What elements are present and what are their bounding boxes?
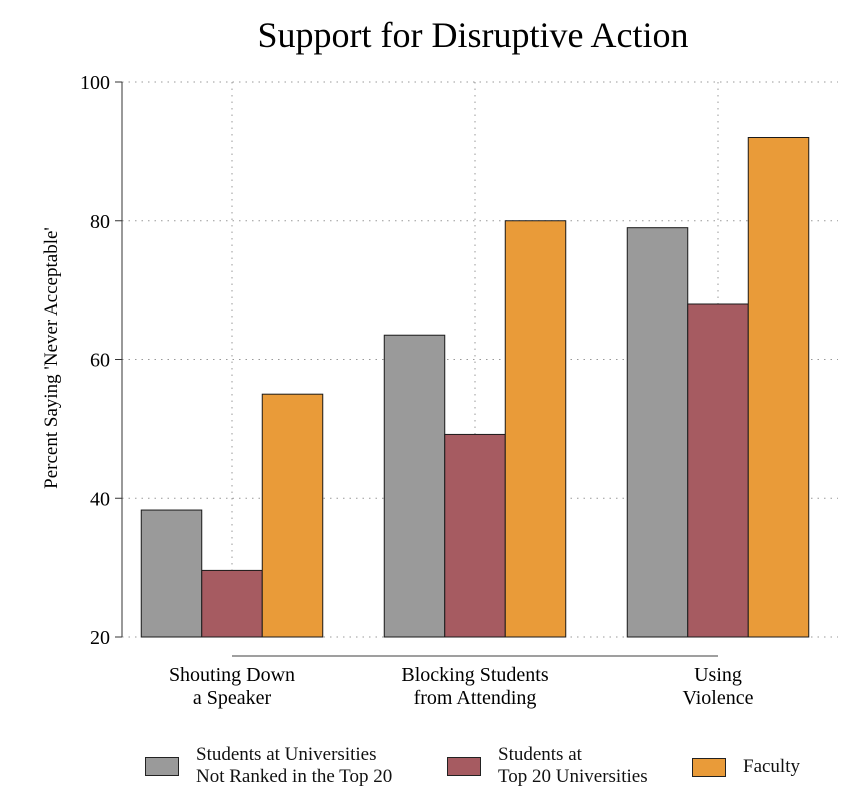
legend-label-top20: Students at Top 20 Universities [498, 744, 648, 787]
x-categories: Shouting Down a Speaker Blocking Students f… [169, 664, 754, 709]
chart-title: Support for Disruptive Action [258, 15, 689, 55]
y-tick-label: 100 [80, 72, 110, 94]
legend-swatch-top20 [447, 756, 481, 776]
bar-2-0 [626, 227, 689, 638]
bar-2-1 [687, 303, 749, 638]
y-tick-label: 40 [90, 488, 110, 510]
bar-2-2 [747, 137, 810, 638]
y-axis-label: Percent Saying 'Never Acceptable' [41, 227, 62, 489]
bars [140, 137, 810, 638]
legend-label-non-top20: Students at Universities Not Ranked in t… [196, 744, 393, 787]
legend-item-non-top20: Students at Universities Not Ranked in t… [145, 744, 392, 788]
bar-1-0 [383, 334, 446, 638]
x-category-label: Blocking Students from Attending [401, 664, 548, 709]
legend-item-top20: Students at Top 20 Universities [447, 744, 648, 788]
y-ticks: 20 40 60 80 100 [80, 72, 122, 649]
legend-swatch-faculty [692, 757, 726, 777]
bar-1-2 [504, 220, 567, 638]
bar-0-0 [140, 509, 203, 638]
x-category-label: Shouting Down a Speaker [169, 664, 295, 709]
legend: Students at Universities Not Ranked in t… [0, 738, 868, 798]
bar-0-2 [261, 393, 324, 638]
bar-chart: 20 40 60 80 100 Shouting Down a Speaker Blocki… [41, 15, 838, 709]
legend-swatch-non-top20 [145, 756, 179, 776]
legend-item-faculty: Faculty [692, 756, 800, 778]
y-tick-label: 80 [90, 211, 110, 233]
y-tick-label: 20 [90, 627, 110, 649]
bar-0-1 [201, 569, 263, 638]
x-category-label: Using Violence [683, 664, 754, 709]
legend-label-faculty: Faculty [743, 756, 800, 777]
y-tick-label: 60 [90, 350, 110, 372]
bar-1-1 [444, 433, 506, 638]
